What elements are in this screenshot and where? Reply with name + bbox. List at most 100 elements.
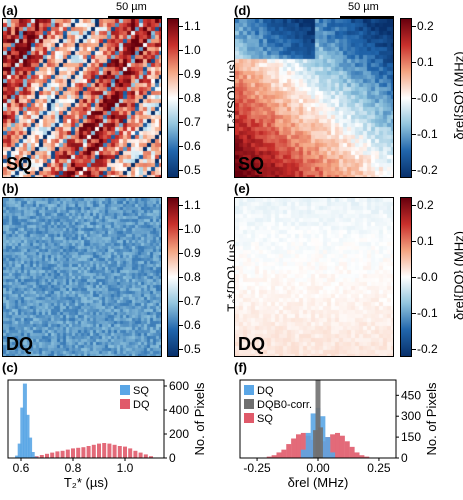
t2-dq-colorbar-tick-label: 0.5 [184, 342, 201, 356]
panel-label-f: (f) [234, 360, 247, 375]
delta-dq-colorbar-tick-mark [412, 205, 416, 206]
t2-dq-colorbar-tick-mark [179, 325, 183, 326]
legend-label: SQ [133, 385, 149, 397]
histogram-bar-dq [133, 450, 138, 458]
x-tick-label: -0.25 [243, 461, 271, 475]
t2-sq-colorbar-tick-label: 0.7 [184, 115, 201, 129]
x-tick-label: 1.0 [117, 461, 134, 475]
histogram-bar-sq [17, 443, 22, 458]
y-tick-label: 400 [169, 403, 189, 417]
legend-swatch-sq [120, 385, 130, 395]
histogram-bar-sq [20, 407, 25, 458]
delta-sq-colorbar-tick-label: 0.1 [417, 55, 434, 69]
histogram-bar-dq [305, 432, 311, 458]
map-tag-dq-b: DQ [6, 334, 33, 354]
histogram-bar-dq [330, 452, 336, 458]
histogram-bar-dq [39, 455, 44, 458]
histogram-t2: 0.6 0.8 1.0 0 200 400 600 T₂* (µs) No. of Pixels… [7, 379, 207, 490]
t2-dq-colorbar-tick-label: 0.7 [184, 294, 201, 308]
panel-label-e: (e) [234, 181, 250, 196]
t2-sq-colorbar-tick-label: 0.9 [184, 67, 201, 81]
t2-sq-colorbar-tick-mark [179, 26, 183, 27]
delta-sq-colorbar-tick-label: 0.2 [417, 19, 434, 33]
histogram-bar-dq [300, 449, 306, 458]
histogram-bar-sq [28, 437, 33, 458]
histogram-bar-sq [339, 435, 345, 458]
histogram-bar-sq [335, 432, 340, 458]
histogram-bar-dq [81, 447, 86, 458]
legend-label: DQ [257, 385, 274, 397]
delta-sq-colorbar-tick-mark [412, 62, 416, 63]
t2-dq-colorbar-tick-label: 0.9 [184, 246, 201, 260]
histogram-bar-dq [55, 451, 60, 458]
t2-dq-colorbar-tick-mark [179, 301, 183, 302]
delta-dq-colorbar-tick-mark [412, 349, 416, 350]
histogram-bar-sq [330, 434, 336, 458]
delta-sq-colorbar-tick-label: -0.2 [417, 163, 438, 177]
t2-dq-colorbar-tick-mark [179, 253, 183, 254]
t2-sq-colorbar-tick-label: 0.8 [184, 91, 201, 105]
legend-label: DQ [133, 399, 150, 411]
histogram-bar-dq [112, 444, 117, 458]
delta-dq-colorbar-tick-mark [412, 241, 416, 242]
histogram-bar-dq [50, 452, 55, 458]
delta-dq-colorbar-tick-mark [412, 277, 416, 278]
histogram-bar-dq [128, 448, 133, 458]
t2-sq-colorbar-tick-mark [179, 98, 183, 99]
delta-dq-colorbar-tick-mark [412, 313, 416, 314]
y-tick-label: 150 [401, 430, 421, 444]
t2-dq-map [2, 197, 162, 357]
histogram-bar-dq [86, 446, 91, 458]
histogram-bar-dq [107, 443, 112, 458]
delta-sq-colorbar-tick-mark [412, 134, 416, 135]
t2-sq-colorbar-tick-mark [179, 146, 183, 147]
map-tag-sq-d: SQ [238, 154, 265, 174]
t2-sq-colorbar-tick-mark [179, 74, 183, 75]
histogram-bar-sq [296, 434, 301, 458]
y-axis-label: No. of Pixels [192, 382, 207, 455]
histogram-bar-sq [15, 455, 20, 458]
histogram-bar-sq [30, 452, 35, 458]
histogram-bar-dq [325, 437, 331, 458]
delta-dq-colorbar-tick-label: -0.2 [417, 342, 438, 356]
t2-sq-colorbar-tick-mark [179, 122, 183, 123]
y-tick-label: 0 [401, 451, 408, 465]
t2-dq-colorbar-tick-label: 0.6 [184, 318, 201, 332]
histogram-bar-sq [349, 446, 355, 458]
y-tick-label: 0 [169, 451, 176, 465]
delta-sq-colorbar-tick-mark [412, 26, 416, 27]
histogram-bar-sq [286, 444, 292, 458]
histogram-bar-dq [117, 446, 122, 458]
histogram-bar-dqb0corr [317, 427, 323, 458]
x-axis-label: T₂* (µs) [64, 475, 108, 490]
histogram-bar-sq [364, 456, 370, 458]
delta-dq-colorbar-tick-label: -0.1 [417, 306, 438, 320]
histogram-bar-dqb0corr [315, 380, 321, 458]
legend-swatch-dqb0corr [244, 399, 254, 409]
histogram-bar-dq [143, 454, 148, 458]
panel-label-c: (c) [2, 360, 18, 375]
histogram-bar-sq [344, 441, 350, 458]
scale-bar-a [108, 16, 162, 18]
t2-sq-colorbar-tick-label: 1.1 [184, 19, 201, 33]
legend-swatch-sq [244, 413, 254, 423]
y-tick-label: 450 [401, 388, 421, 402]
scale-text-d: 50 µm [348, 1, 379, 13]
scale-text-a: 50 µm [116, 1, 147, 13]
y-tick-label: 200 [169, 427, 189, 441]
histogram-delta: -0.25 0.00 0.25 0 150 300 450 δrel (MHz) No. of … [239, 379, 439, 490]
delta-dq-map [234, 197, 394, 357]
delta-dq-colorbar-tick-label: 0.1 [417, 234, 434, 248]
t2-sq-colorbar-tick-label: 1.0 [184, 43, 201, 57]
scale-bar-d [340, 16, 394, 18]
histogram-bar-sq [271, 455, 277, 458]
delta-sq-colorbar-tick-mark [412, 98, 416, 99]
histogram-bar-dq [149, 456, 153, 458]
delta-sq-map [234, 18, 394, 178]
histogram-bar-sq [281, 449, 287, 458]
legend-swatch-dq [244, 385, 254, 395]
x-tick-label: 0.6 [13, 461, 30, 475]
histogram-bar-dq [71, 448, 75, 458]
histogram-bar-sq [300, 432, 306, 458]
t2-sq-colorbar-tick-label: 0.6 [184, 139, 201, 153]
